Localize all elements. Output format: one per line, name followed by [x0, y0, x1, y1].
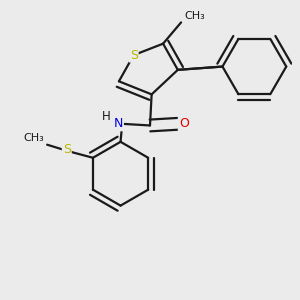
Text: S: S — [63, 143, 71, 156]
Text: O: O — [179, 117, 189, 130]
Text: CH₃: CH₃ — [184, 11, 205, 21]
Text: H: H — [101, 110, 110, 123]
Text: N: N — [114, 117, 123, 130]
Text: CH₃: CH₃ — [23, 133, 44, 143]
Text: S: S — [130, 49, 138, 62]
